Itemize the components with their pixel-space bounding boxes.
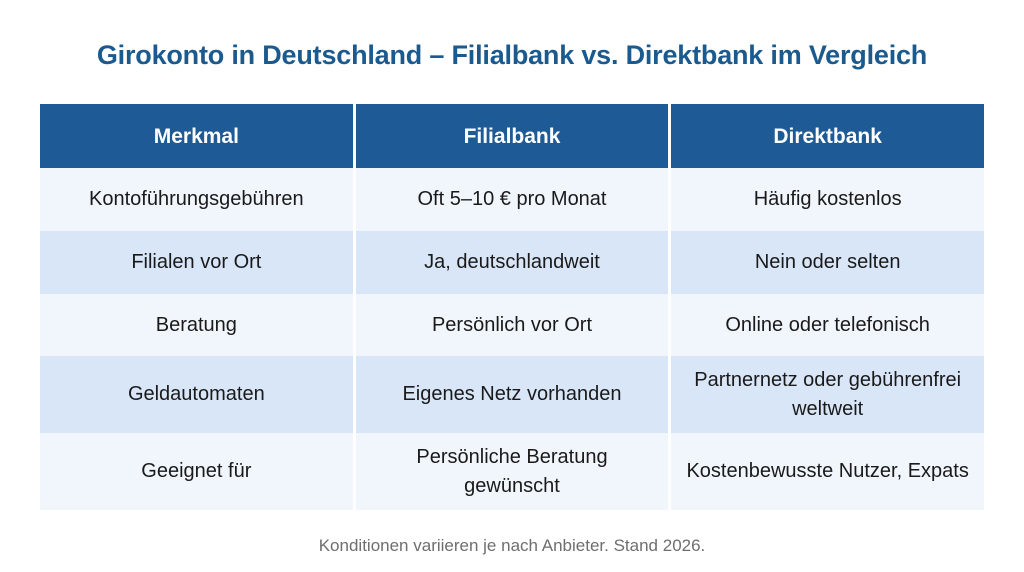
table-row: Beratung Persönlich vor Ort Online oder … <box>40 294 984 356</box>
feature-cell: Geldautomaten <box>40 356 353 433</box>
table-header-row: Merkmal Filialbank Direktbank <box>40 104 984 168</box>
header-cell-merkmal: Merkmal <box>40 104 353 168</box>
feature-cell: Filialen vor Ort <box>40 231 353 294</box>
direktbank-cell: Online oder telefonisch <box>671 294 984 356</box>
header-cell-direktbank: Direktbank <box>671 104 984 168</box>
direktbank-cell: Häufig kostenlos <box>671 168 984 231</box>
filialbank-cell: Eigenes Netz vorhanden <box>355 356 669 433</box>
footnote: Konditionen variieren je nach Anbieter. … <box>318 536 706 555</box>
table-row: Kontoführungsgebühren Oft 5–10 € pro Mon… <box>40 168 984 231</box>
direktbank-cell: Nein oder selten <box>671 231 984 294</box>
header-cell-filialbank: Filialbank <box>355 104 669 168</box>
direktbank-cell: Kostenbewusste Nutzer, Expats <box>671 433 984 510</box>
table-row: Geeignet für Persönliche Beratung gewüns… <box>40 433 984 510</box>
filialbank-cell: Persönliche Beratung gewünscht <box>355 433 669 510</box>
page-title: Girokonto in Deutschland – Filialbank vs… <box>96 40 928 70</box>
direktbank-cell: Partnernetz oder gebührenfrei weltweit <box>671 356 984 433</box>
feature-cell: Geeignet für <box>40 433 353 510</box>
table-row: Filialen vor Ort Ja, deutschlandweit Nei… <box>40 231 984 294</box>
filialbank-cell: Oft 5–10 € pro Monat <box>355 168 669 231</box>
feature-cell: Kontoführungsgebühren <box>40 168 353 231</box>
table-row: Geldautomaten Eigenes Netz vorhanden Par… <box>40 356 984 433</box>
filialbank-cell: Ja, deutschlandweit <box>355 231 669 294</box>
comparison-table: Merkmal Filialbank Direktbank Kontoführu… <box>40 104 984 510</box>
feature-cell: Beratung <box>40 294 353 356</box>
filialbank-cell: Persönlich vor Ort <box>355 294 669 356</box>
